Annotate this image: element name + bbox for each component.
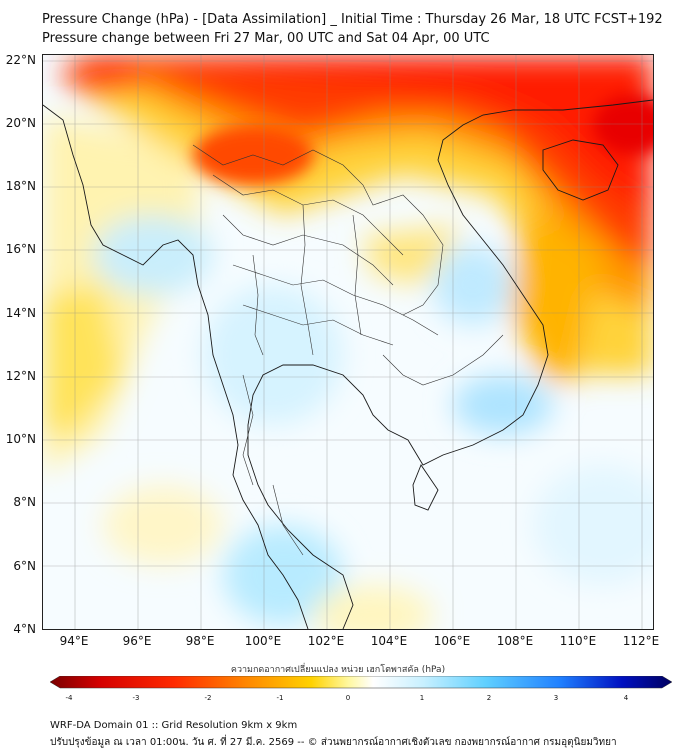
lat-label: 6°N (13, 559, 36, 573)
lat-label: 10°N (5, 432, 36, 446)
colorbar-tick: 0 (345, 694, 351, 702)
colorbar-tick: -4 (65, 694, 73, 702)
map-title: Pressure Change (hPa) - [Data Assimilati… (42, 12, 663, 27)
lat-label: 4°N (13, 622, 36, 636)
lat-label: 18°N (5, 179, 36, 193)
lon-label: 100°E (244, 634, 282, 648)
lon-label: 106°E (433, 634, 471, 648)
colorbar-tick: 1 (419, 694, 425, 702)
pressure-change-map (42, 54, 654, 630)
colorbar-tick: -1 (276, 694, 284, 702)
lon-label: 102°E (307, 634, 345, 648)
graticule (43, 55, 653, 629)
map-canvas (43, 55, 653, 629)
lat-label: 12°N (5, 369, 36, 383)
footer-credit: ปรับปรุงข้อมูล ณ เวลา 01:00น. วัน ศ. ที่… (50, 737, 617, 748)
lat-label: 16°N (5, 242, 36, 256)
lat-label: 14°N (5, 306, 36, 320)
colorbar (50, 676, 672, 689)
lon-label: 96°E (122, 634, 152, 648)
admin-boundaries (192, 144, 504, 556)
colorbar-title: ความกดอากาศเปลี่ยนแปลง หน่วย เฮกโตพาสคัล… (230, 665, 446, 675)
lat-label: 22°N (5, 53, 36, 67)
colorbar-tick: -3 (132, 694, 140, 702)
colorbar-tick: 2 (486, 694, 492, 702)
lon-label: 94°E (59, 634, 89, 648)
lon-label: 110°E (559, 634, 597, 648)
colorbar-tick: 4 (623, 694, 629, 702)
colorbar-tick: 3 (553, 694, 559, 702)
lon-label: 108°E (496, 634, 534, 648)
lat-label: 8°N (13, 495, 36, 509)
footer-model-info: WRF-DA Domain 01 :: Grid Resolution 9km … (50, 720, 298, 731)
coastline (43, 99, 653, 629)
colorbar-tick: -2 (204, 694, 212, 702)
map-subtitle: Pressure change between Fri 27 Mar, 00 U… (42, 31, 490, 46)
lon-label: 104°E (370, 634, 408, 648)
lon-label: 112°E (622, 634, 660, 648)
lon-label: 98°E (185, 634, 215, 648)
lat-label: 20°N (5, 116, 36, 130)
